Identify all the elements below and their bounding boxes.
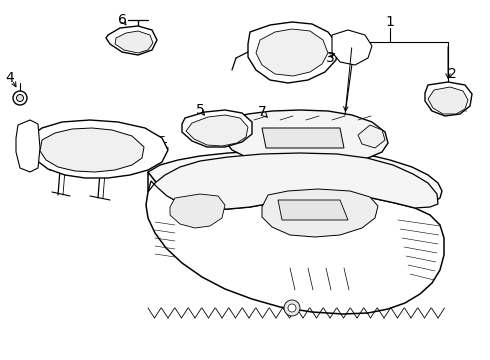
Polygon shape <box>256 29 328 76</box>
Text: 2: 2 <box>448 67 456 81</box>
Circle shape <box>288 304 296 312</box>
Polygon shape <box>358 125 385 148</box>
Polygon shape <box>170 194 225 228</box>
Circle shape <box>13 91 27 105</box>
Polygon shape <box>278 200 348 220</box>
Circle shape <box>284 300 300 316</box>
Polygon shape <box>182 110 252 147</box>
Polygon shape <box>222 110 388 166</box>
Polygon shape <box>115 31 153 53</box>
Text: 6: 6 <box>118 13 126 27</box>
Text: 4: 4 <box>5 71 14 85</box>
Circle shape <box>17 94 24 102</box>
Polygon shape <box>148 150 442 209</box>
Polygon shape <box>428 87 468 114</box>
Polygon shape <box>148 153 438 209</box>
Polygon shape <box>248 22 338 83</box>
Polygon shape <box>186 115 248 146</box>
Polygon shape <box>262 128 344 148</box>
Text: 7: 7 <box>258 105 267 119</box>
Polygon shape <box>332 30 372 65</box>
Text: 3: 3 <box>326 51 334 65</box>
Text: 5: 5 <box>196 103 204 117</box>
Polygon shape <box>425 82 472 116</box>
Polygon shape <box>106 26 157 55</box>
Polygon shape <box>28 120 168 178</box>
Polygon shape <box>146 172 444 314</box>
Polygon shape <box>262 189 378 237</box>
Polygon shape <box>16 120 40 172</box>
Polygon shape <box>40 128 144 172</box>
Text: 1: 1 <box>386 15 394 29</box>
